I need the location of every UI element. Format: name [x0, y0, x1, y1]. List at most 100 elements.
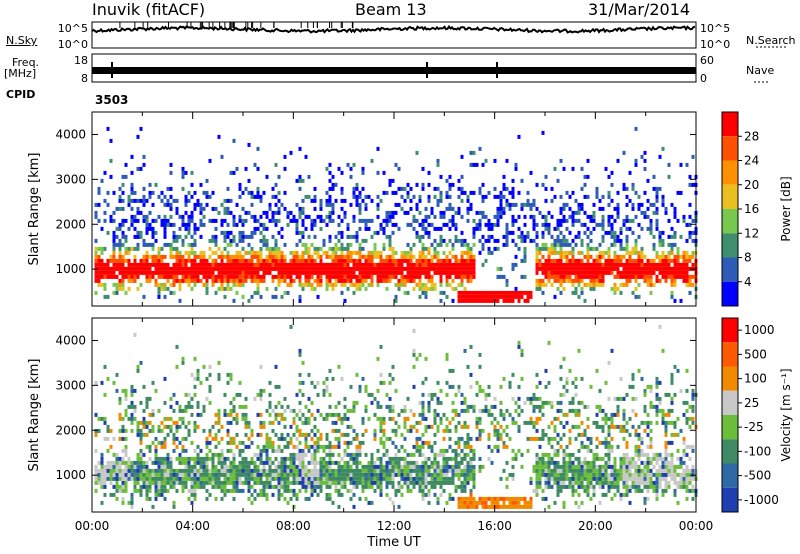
scatter-cell [169, 186, 173, 191]
scatter-cell [610, 242, 614, 247]
scatter-cell [397, 286, 401, 291]
scatter-cell [130, 262, 134, 267]
scatter-cell [280, 480, 284, 485]
scatter-cell [298, 456, 302, 461]
scatter-cell [145, 230, 149, 235]
scatter-cell [370, 278, 374, 283]
scatter-cell [226, 286, 230, 291]
scatter-cell [157, 460, 161, 465]
scatter-cell [181, 278, 185, 283]
scatter-cell [127, 468, 131, 473]
scatter-cell [496, 210, 500, 215]
scatter-cell [175, 468, 179, 473]
scatter-cell [211, 480, 215, 485]
scatter-cell [136, 262, 140, 267]
scatter-cell [298, 372, 302, 377]
scatter-cell [448, 274, 452, 279]
scatter-cell [310, 488, 314, 493]
scatter-cell [418, 436, 422, 441]
scatter-cell [139, 464, 143, 469]
scatter-cell [454, 428, 458, 433]
scatter-cell [178, 476, 182, 481]
scatter-cell [517, 496, 521, 501]
scatter-cell [115, 480, 119, 485]
scatter-cell [463, 298, 467, 303]
colorbar-segment [722, 184, 738, 209]
scatter-cell [244, 460, 248, 465]
scatter-cell [646, 178, 650, 183]
scatter-cell [463, 286, 467, 291]
scatter-cell [142, 262, 146, 267]
scatter-cell [286, 266, 290, 271]
scatter-cell [514, 504, 518, 509]
scatter-cell [433, 286, 437, 291]
scatter-cell [571, 250, 575, 255]
scatter-cell [385, 460, 389, 465]
scatter-cell [121, 206, 125, 211]
scatter-cell [355, 278, 359, 283]
scatter-cell [295, 178, 299, 183]
scatter-cell [349, 250, 353, 255]
scatter-cell [259, 396, 263, 401]
scatter-cell [199, 480, 203, 485]
nave-tick-label: 0 [700, 72, 707, 85]
scatter-cell [307, 270, 311, 275]
scatter-cell [532, 420, 536, 425]
scatter-cell [172, 222, 176, 227]
scatter-cell [256, 250, 260, 255]
scatter-cell [493, 186, 497, 191]
scatter-cell [415, 262, 419, 267]
scatter-cell [400, 484, 404, 489]
scatter-cell [376, 202, 380, 207]
scatter-cell [616, 270, 620, 275]
scatter-cell [199, 266, 203, 271]
scatter-cell [439, 234, 443, 239]
scatter-cell [337, 472, 341, 477]
scatter-cell [343, 396, 347, 401]
scatter-cell [97, 274, 101, 279]
scatter-cell [244, 234, 248, 239]
scatter-cell [268, 464, 272, 469]
scatter-cell [487, 408, 491, 413]
scatter-cell [475, 504, 479, 509]
scatter-cell [232, 282, 236, 287]
scatter-cell [244, 396, 248, 401]
scatter-cell [556, 238, 560, 243]
scatter-cell [292, 476, 296, 481]
scatter-cell [481, 388, 485, 393]
scatter-cell [421, 432, 425, 437]
scatter-cell [136, 166, 140, 171]
scatter-cell [430, 286, 434, 291]
scatter-cell [346, 408, 350, 413]
scatter-cell [352, 162, 356, 167]
scatter-cell [109, 270, 113, 275]
scatter-cell [157, 480, 161, 485]
scatter-cell [445, 380, 449, 385]
scatter-cell [274, 242, 278, 247]
scatter-cell [277, 210, 281, 215]
scatter-cell [199, 262, 203, 267]
scatter-cell [289, 424, 293, 429]
scatter-cell [217, 476, 221, 481]
scatter-cell [373, 468, 377, 473]
scatter-cell [343, 270, 347, 275]
scatter-cell [148, 266, 152, 271]
scatter-cell [241, 234, 245, 239]
scatter-cell [397, 472, 401, 477]
scatter-cell [358, 440, 362, 445]
scatter-cell [361, 440, 365, 445]
scatter-cell [115, 282, 119, 287]
scatter-cell [118, 194, 122, 199]
scatter-cell [625, 186, 629, 191]
scatter-cell [250, 202, 254, 207]
scatter-cell [199, 182, 203, 187]
scatter-cell [241, 448, 245, 453]
scatter-cell [166, 242, 170, 247]
scatter-cell [313, 456, 317, 461]
scatter-cell [634, 294, 638, 299]
scatter-cell [220, 452, 224, 457]
scatter-cell [208, 472, 212, 477]
scatter-cell [679, 274, 683, 279]
scatter-cell [451, 468, 455, 473]
scatter-cell [532, 214, 536, 219]
